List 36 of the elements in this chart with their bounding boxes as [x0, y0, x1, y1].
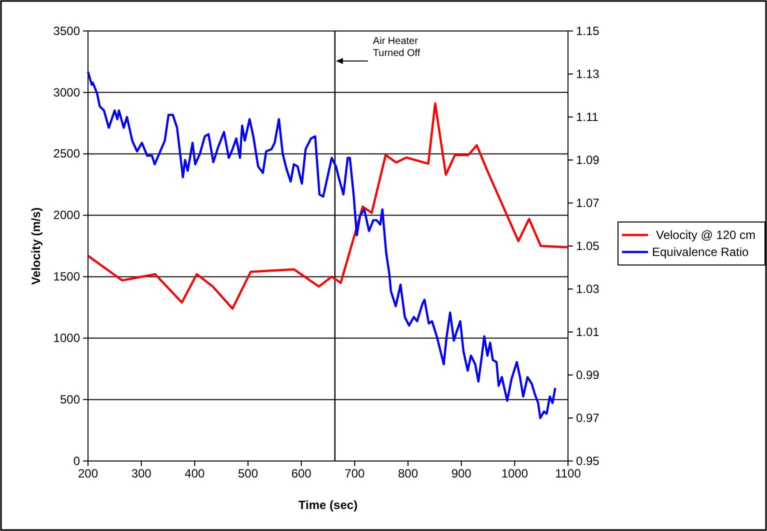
y2-tick-label: 0.99 — [576, 368, 600, 382]
x-tick-label: 200 — [78, 466, 98, 481]
y-tick-label: 1000 — [53, 330, 80, 345]
x-tick-label: 800 — [398, 466, 418, 481]
x-tick-label: 900 — [451, 466, 472, 481]
x-tick-label: 1100 — [555, 466, 582, 481]
line-series — [86, 102, 570, 310]
x-tick-label: 500 — [238, 466, 258, 481]
x-tick-label: 700 — [344, 466, 365, 481]
y2-tick-label: 1.13 — [576, 66, 600, 81]
y2-tick-label: 1.07 — [576, 196, 600, 210]
y2-tick-label: 1.11 — [576, 110, 599, 124]
y-tick-label: 500 — [60, 392, 80, 406]
x-axis-title: Time (sec) — [298, 498, 358, 512]
legend-label: Equivalence Ratio — [652, 245, 750, 259]
y2-tick-label: 1.15 — [576, 24, 600, 38]
line-series — [86, 70, 556, 420]
y-tick-label: 3500 — [53, 24, 80, 38]
y-tick-label: 1500 — [53, 270, 80, 284]
y2-tick-label: 0.95 — [576, 454, 600, 468]
legend-label: Velocity @ 120 cm — [656, 228, 756, 242]
y2-tick-label: 1.01 — [576, 324, 600, 339]
y2-tick-label: 1.05 — [576, 238, 600, 253]
x-tick-label: 600 — [291, 466, 312, 481]
y2-tick-label: 1.03 — [576, 282, 600, 296]
y2-tick-label: 1.09 — [576, 152, 600, 167]
ref-line-label: Air Heater Turned Off — [372, 36, 420, 59]
y-tick-label: 0 — [73, 454, 80, 468]
x-tick-label: 400 — [184, 466, 205, 481]
y-tick-label: 2000 — [53, 208, 80, 222]
y-tick-label: 2500 — [53, 146, 80, 161]
y-tick-label: 3000 — [53, 85, 80, 100]
x-tick-label: 300 — [131, 466, 152, 481]
y-axis-title: Velocity (m/s) — [29, 207, 43, 285]
y2-tick-label: 0.97 — [576, 410, 600, 425]
x-tick-label: 1000 — [501, 466, 528, 481]
